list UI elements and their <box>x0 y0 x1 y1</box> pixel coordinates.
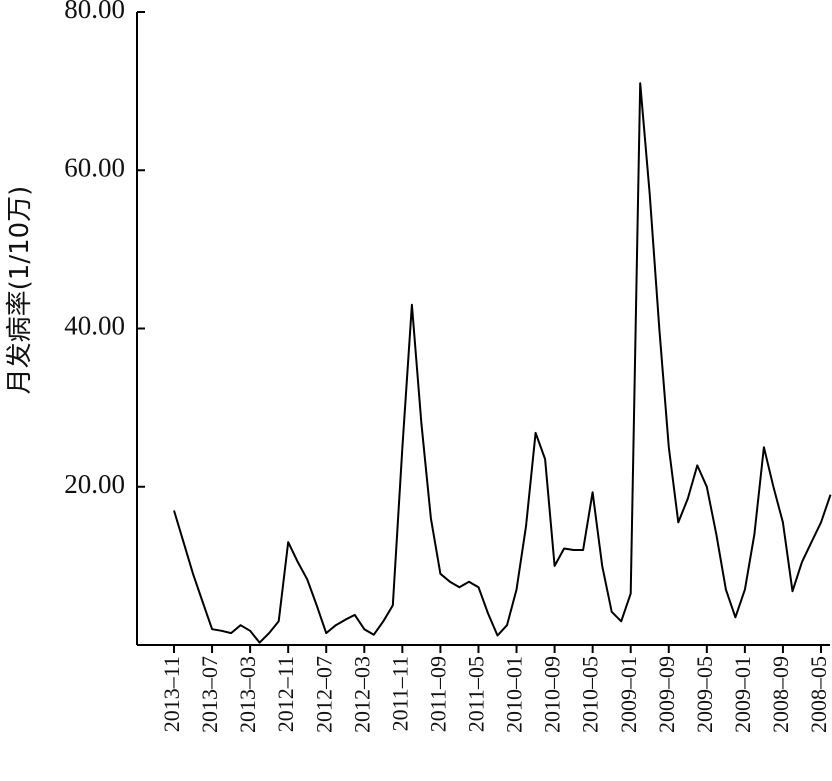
y-axis-label: 月发病率(1/10万) <box>5 186 35 395</box>
x-tick-label: 2008–09 <box>768 656 793 733</box>
x-tick-label: 2013–07 <box>197 656 222 733</box>
x-tick-label: 2010–09 <box>540 656 565 733</box>
data-line <box>173 82 832 644</box>
x-tick-label: 2013–11 <box>159 656 184 732</box>
x-tick-label: 2011–11 <box>387 656 412 731</box>
x-tick-label: 2009–01 <box>730 656 755 733</box>
x-tick-label: 2011–09 <box>425 656 450 732</box>
y-tick-label: 40.00 <box>64 311 125 341</box>
y-tick-label: 20.00 <box>64 469 125 499</box>
x-tick-label: 2010–05 <box>578 656 603 733</box>
x-tick-label: 2008–05 <box>806 656 831 733</box>
x-tick-label: 2009–09 <box>654 656 679 733</box>
y-tick-label: 80.00 <box>64 0 125 24</box>
x-tick-label: 2012–07 <box>311 656 336 733</box>
x-tick-label: 2013–03 <box>235 656 260 733</box>
x-tick-label: 2009–05 <box>692 656 717 733</box>
y-tick-label: 60.00 <box>64 152 125 182</box>
x-tick-label: 2011–05 <box>464 656 489 732</box>
x-tick-label: 2009–01 <box>616 656 641 733</box>
x-tick-label: 2010–01 <box>502 656 527 733</box>
x-tick-label: 2012–03 <box>349 656 374 733</box>
x-tick-label: 2012–11 <box>273 656 298 732</box>
